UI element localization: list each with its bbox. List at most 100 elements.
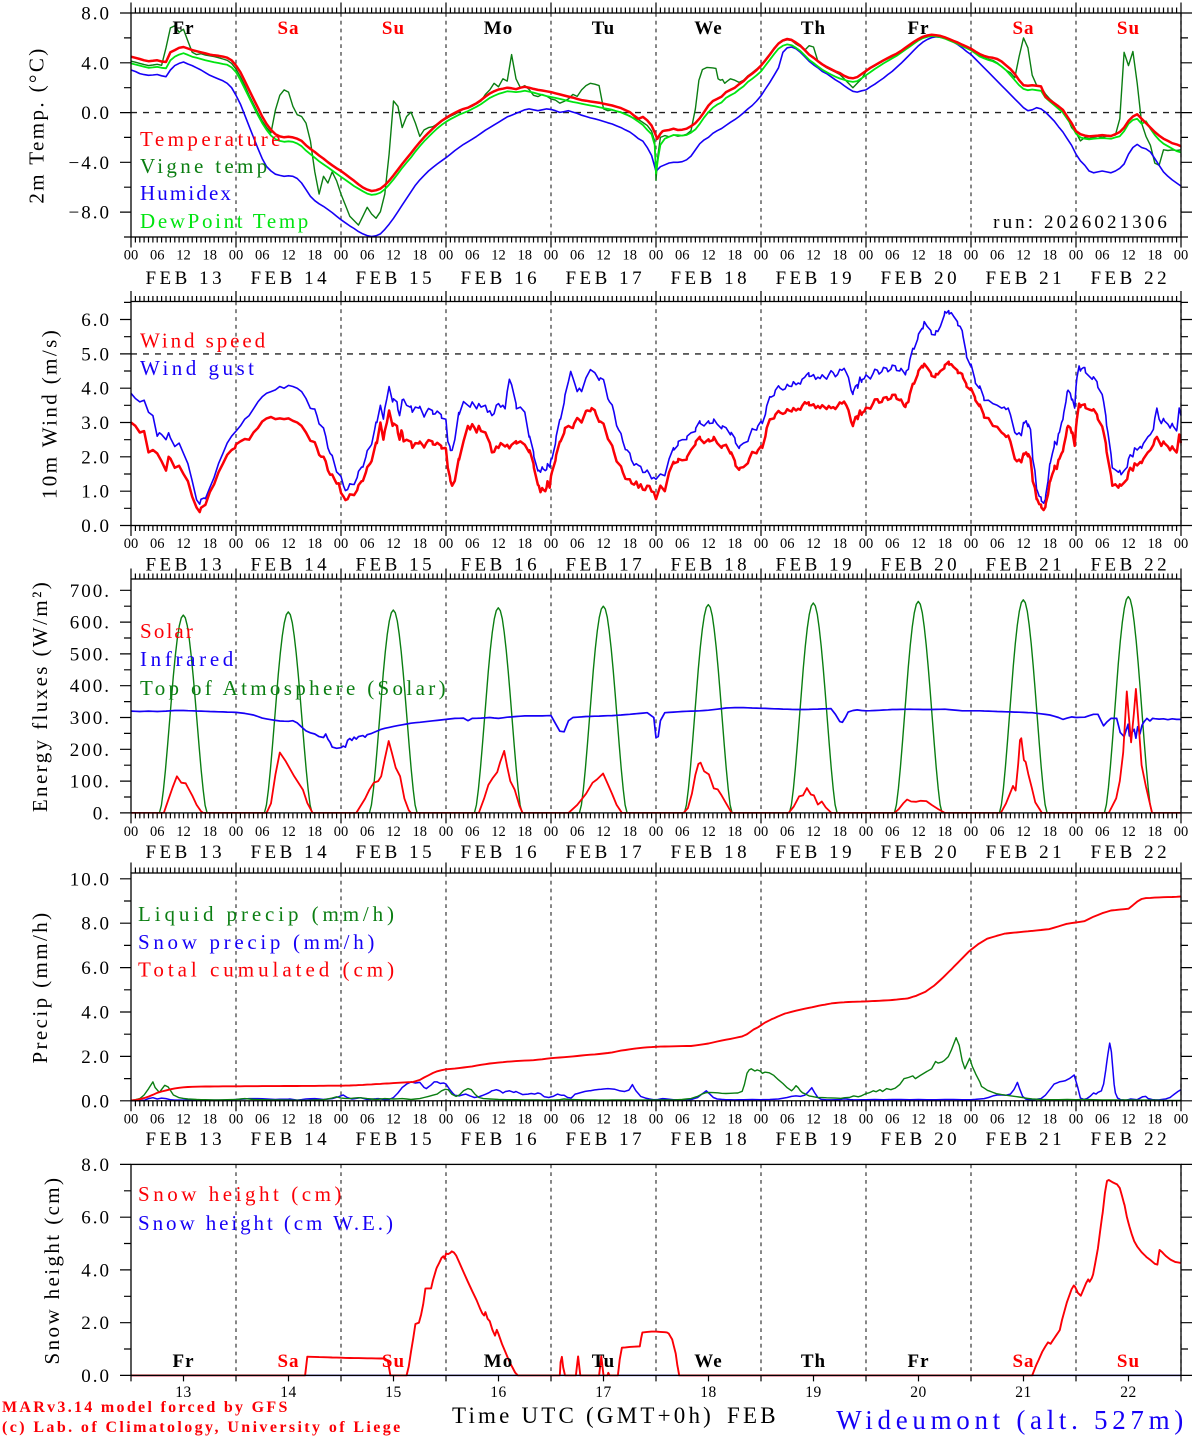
svg-text:06: 06 — [990, 248, 1005, 264]
svg-text:Wind speed: Wind speed — [140, 329, 268, 353]
svg-text:1.0: 1.0 — [81, 482, 111, 503]
svg-text:00: 00 — [439, 248, 454, 264]
svg-text:3.0: 3.0 — [81, 413, 111, 434]
svg-text:700.: 700. — [70, 581, 111, 602]
svg-text:19: 19 — [805, 1384, 822, 1401]
svg-text:18: 18 — [833, 824, 848, 840]
svg-text:00: 00 — [1069, 536, 1084, 552]
svg-text:18: 18 — [518, 536, 533, 552]
svg-text:6.0: 6.0 — [81, 958, 111, 979]
svg-text:Snow height (cm): Snow height (cm) — [40, 1176, 64, 1365]
svg-text:−8.0: −8.0 — [69, 203, 111, 224]
svg-text:FEB 19: FEB 19 — [775, 1129, 855, 1150]
svg-text:FEB 14: FEB 14 — [250, 842, 330, 863]
svg-text:FEB 14: FEB 14 — [250, 268, 330, 289]
svg-text:18: 18 — [700, 1384, 717, 1401]
svg-text:FEB 14: FEB 14 — [250, 1129, 330, 1150]
svg-text:06: 06 — [1095, 536, 1110, 552]
svg-text:12: 12 — [491, 1112, 506, 1128]
svg-text:14: 14 — [280, 1384, 297, 1401]
svg-text:12: 12 — [911, 248, 926, 264]
svg-text:Total cumulated (cm): Total cumulated (cm) — [138, 958, 398, 982]
svg-text:06: 06 — [885, 536, 900, 552]
svg-text:18: 18 — [728, 1112, 743, 1128]
svg-text:06: 06 — [885, 1112, 900, 1128]
svg-text:18: 18 — [413, 248, 428, 264]
svg-text:16: 16 — [490, 1384, 507, 1401]
svg-text:18: 18 — [308, 248, 323, 264]
svg-text:12: 12 — [1016, 1112, 1031, 1128]
svg-text:00: 00 — [544, 824, 559, 840]
svg-text:FEB 22: FEB 22 — [1090, 268, 1170, 289]
svg-text:00: 00 — [544, 536, 559, 552]
svg-text:FEB 21: FEB 21 — [985, 268, 1065, 289]
svg-text:00: 00 — [964, 824, 979, 840]
svg-text:Fr: Fr — [907, 1351, 929, 1372]
svg-text:18: 18 — [308, 824, 323, 840]
svg-text:06: 06 — [885, 248, 900, 264]
svg-text:12: 12 — [491, 536, 506, 552]
svg-text:00: 00 — [124, 1112, 139, 1128]
svg-text:12: 12 — [911, 536, 926, 552]
svg-text:10.0: 10.0 — [70, 869, 111, 890]
svg-text:FEB 21: FEB 21 — [985, 1129, 1065, 1150]
svg-text:18: 18 — [1148, 248, 1163, 264]
svg-text:00: 00 — [229, 824, 244, 840]
svg-text:6.0: 6.0 — [81, 1208, 111, 1229]
svg-text:12: 12 — [386, 248, 401, 264]
svg-text:06: 06 — [675, 536, 690, 552]
svg-text:18: 18 — [833, 536, 848, 552]
svg-text:Su: Su — [1117, 18, 1140, 39]
svg-text:run: 2026021306: run: 2026021306 — [993, 212, 1170, 233]
svg-text:00: 00 — [439, 824, 454, 840]
svg-text:FEB 22: FEB 22 — [1090, 555, 1170, 576]
svg-text:06: 06 — [465, 1112, 480, 1128]
svg-text:12: 12 — [701, 248, 716, 264]
svg-text:Solar: Solar — [140, 619, 195, 643]
svg-text:12: 12 — [806, 824, 821, 840]
svg-text:00: 00 — [859, 248, 874, 264]
svg-text:15: 15 — [385, 1384, 402, 1401]
svg-text:22: 22 — [1120, 1384, 1137, 1401]
svg-text:00: 00 — [1069, 248, 1084, 264]
svg-text:8.0: 8.0 — [81, 914, 111, 935]
svg-text:00: 00 — [124, 536, 139, 552]
svg-text:18: 18 — [623, 536, 638, 552]
svg-text:00: 00 — [334, 824, 349, 840]
svg-text:18: 18 — [1043, 824, 1058, 840]
svg-text:FEB: FEB — [727, 1403, 779, 1428]
svg-text:00: 00 — [649, 1112, 664, 1128]
svg-text:00: 00 — [754, 248, 769, 264]
svg-text:12: 12 — [806, 536, 821, 552]
svg-text:FEB 15: FEB 15 — [355, 842, 435, 863]
svg-text:12: 12 — [1121, 824, 1136, 840]
svg-text:06: 06 — [360, 1112, 375, 1128]
svg-text:−4.0: −4.0 — [69, 153, 111, 174]
svg-text:Su: Su — [382, 1351, 405, 1372]
svg-text:17: 17 — [595, 1384, 612, 1401]
svg-text:00: 00 — [1069, 824, 1084, 840]
svg-text:00: 00 — [124, 824, 139, 840]
svg-text:00: 00 — [124, 248, 139, 264]
svg-text:Vigne temp: Vigne temp — [140, 154, 271, 178]
svg-text:12: 12 — [281, 824, 296, 840]
svg-text:FEB 13: FEB 13 — [145, 268, 225, 289]
svg-text:FEB 13: FEB 13 — [145, 1129, 225, 1150]
svg-text:Sa: Sa — [1012, 18, 1034, 39]
svg-text:FEB 15: FEB 15 — [355, 1129, 435, 1150]
svg-text:06: 06 — [150, 1112, 165, 1128]
svg-text:18: 18 — [728, 248, 743, 264]
svg-text:12: 12 — [1016, 248, 1031, 264]
svg-text:400.: 400. — [70, 676, 111, 697]
svg-text:FEB 19: FEB 19 — [775, 268, 855, 289]
svg-text:18: 18 — [1043, 248, 1058, 264]
svg-text:06: 06 — [675, 248, 690, 264]
svg-text:MARv3.14 model forced by GFS: MARv3.14 model forced by GFS — [2, 1399, 290, 1416]
svg-text:FEB 22: FEB 22 — [1090, 842, 1170, 863]
svg-text:18: 18 — [938, 1112, 953, 1128]
svg-text:06: 06 — [255, 536, 270, 552]
svg-text:12: 12 — [701, 536, 716, 552]
svg-text:00: 00 — [964, 536, 979, 552]
svg-text:06: 06 — [1095, 1112, 1110, 1128]
svg-text:12: 12 — [1121, 1112, 1136, 1128]
